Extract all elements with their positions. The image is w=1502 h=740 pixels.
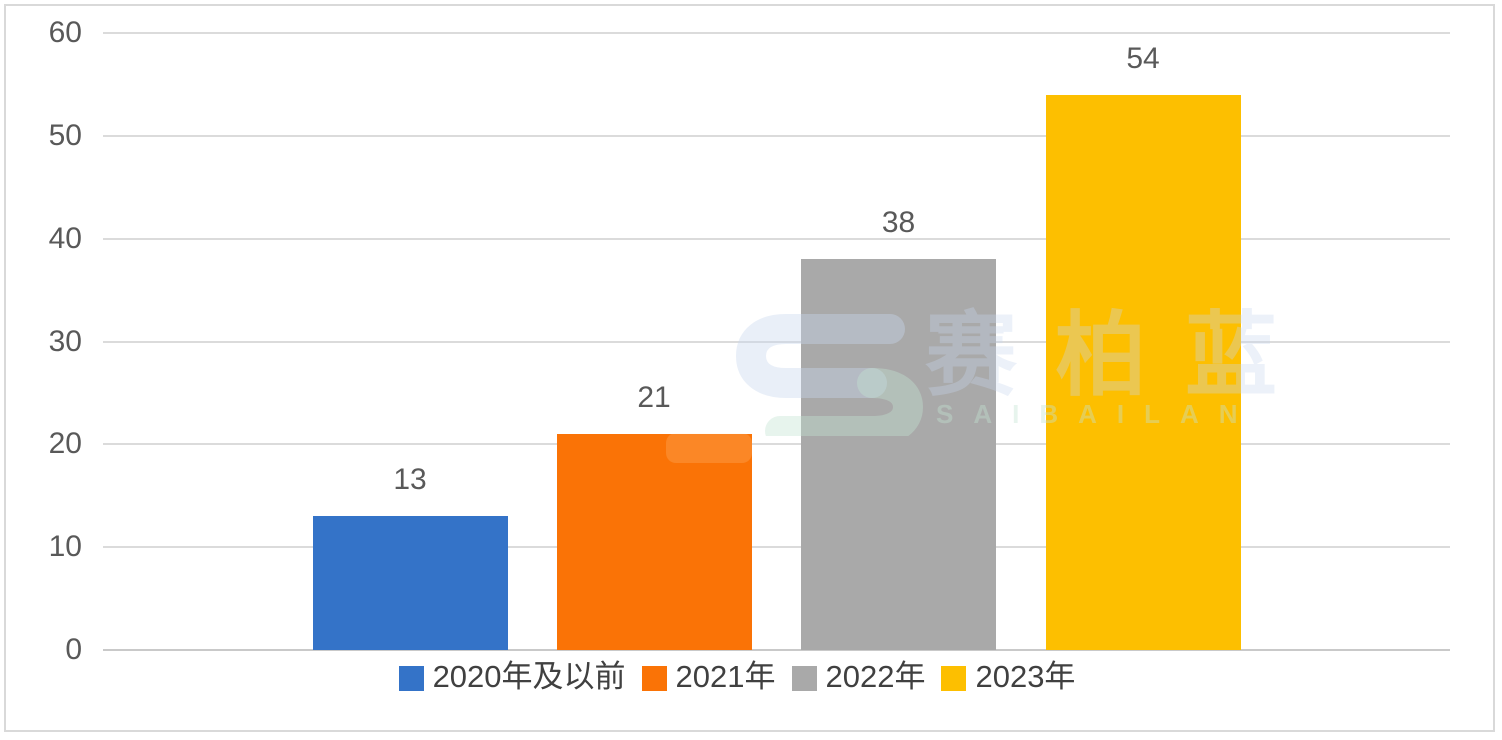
y-axis-tick-label: 10 (48, 530, 82, 564)
gridline (103, 32, 1450, 34)
y-axis-tick-label: 30 (48, 324, 82, 358)
legend-item: 2023年 (941, 660, 1075, 694)
legend-label: 2020年及以前 (432, 659, 626, 694)
legend-label: 2023年 (975, 659, 1076, 694)
legend-item: 2020年及以前 (398, 659, 626, 694)
legend-swatch-icon (941, 665, 967, 691)
bar-2023年 (1045, 94, 1241, 650)
gridline (103, 134, 1450, 137)
y-axis-tick-label: 60 (48, 16, 82, 49)
gridline (103, 237, 1450, 240)
bar-value-label: 54 (1126, 41, 1160, 75)
legend-item: 2021年 (641, 659, 776, 694)
legend-label: 2021年 (675, 659, 776, 694)
bar-2020年及以前 (312, 516, 508, 650)
x-axis-baseline (103, 649, 1450, 651)
gridline (103, 443, 1450, 446)
bar-value-label: 13 (393, 463, 427, 497)
legend-label: 2022年 (825, 659, 926, 694)
legend-item: 2022年 (791, 659, 926, 694)
y-axis-tick-label: 20 (48, 427, 82, 461)
bar-2021年 (556, 434, 752, 650)
bar-value-label: 38 (881, 206, 916, 240)
y-axis-tick-label: 50 (48, 118, 82, 152)
legend-swatch-icon (398, 665, 424, 691)
gridline (103, 546, 1450, 549)
bar-value-label: 21 (637, 381, 671, 415)
chart-legend: 2020年及以前 2021年 2022年 2023年 (0, 660, 1502, 694)
y-axis-tick-label: 0 (65, 633, 82, 666)
legend-swatch-icon (791, 665, 817, 691)
y-axis-tick-label: 40 (48, 221, 82, 255)
legend-swatch-icon (641, 665, 667, 691)
bar-2022年 (801, 259, 996, 650)
gridline (103, 340, 1450, 343)
